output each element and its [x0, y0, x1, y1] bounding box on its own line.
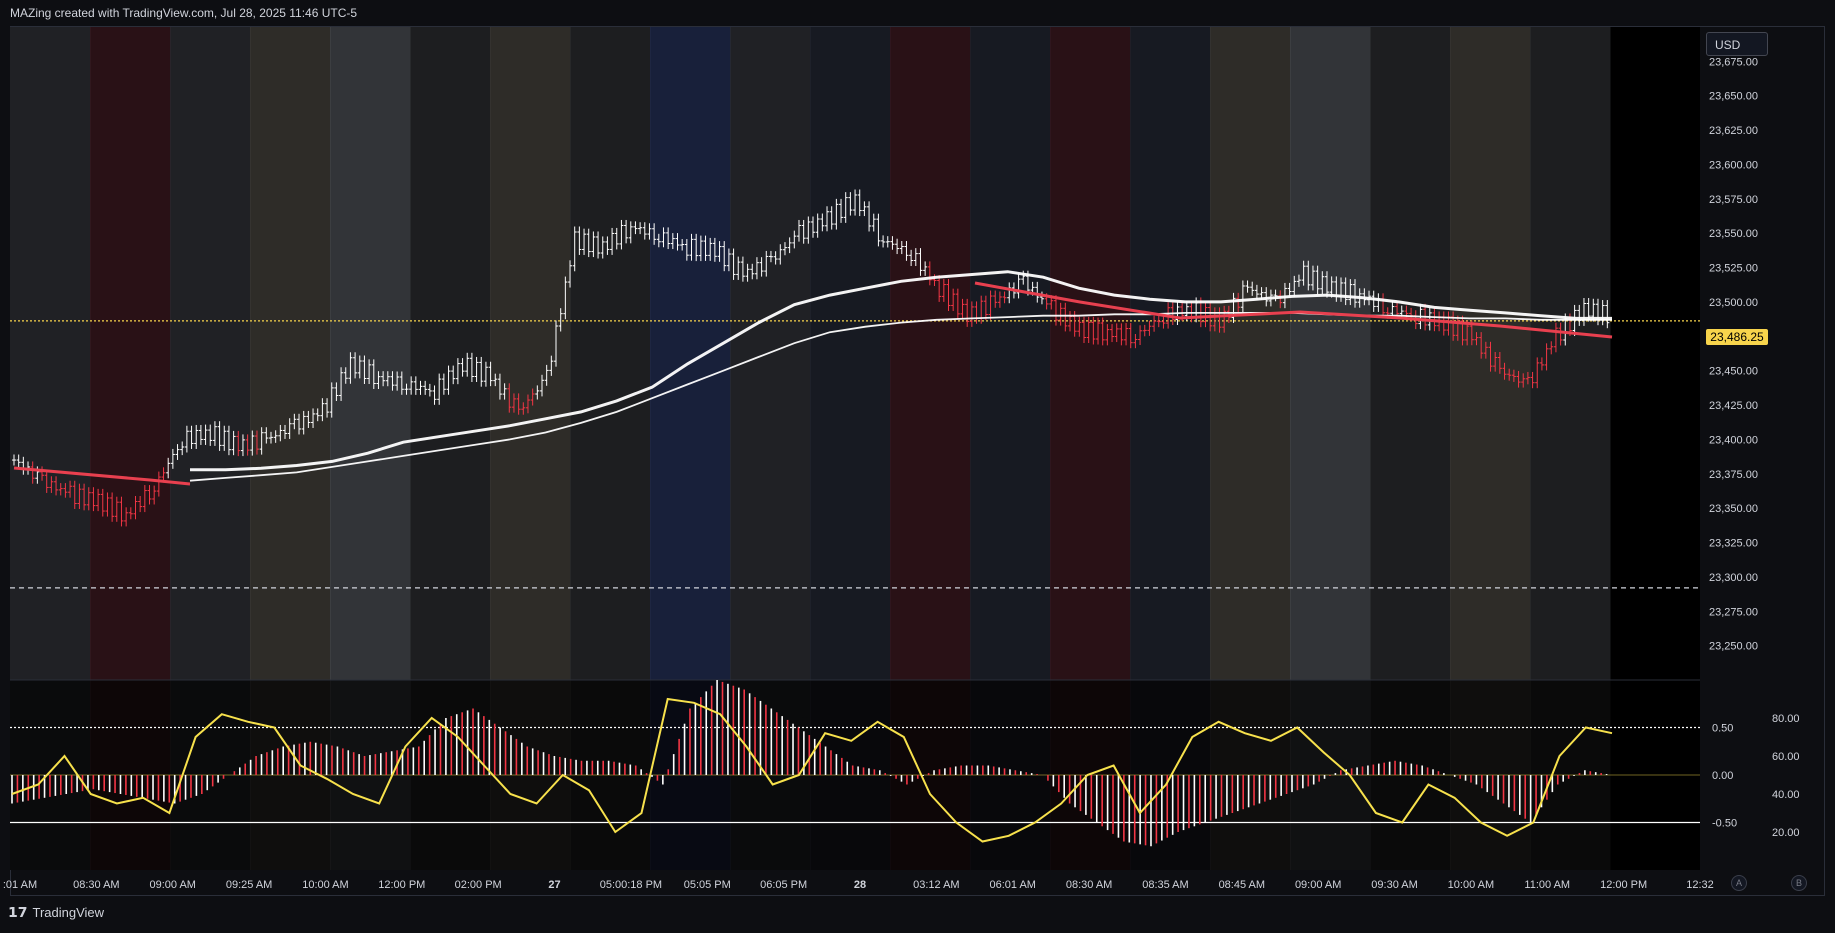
- footer: 𝟭𝟳 TradingView: [8, 904, 104, 921]
- time-tick-label: 08:30 AM: [1066, 879, 1112, 891]
- session-band: [90, 27, 171, 680]
- log-scale-button[interactable]: B: [1791, 875, 1807, 891]
- price-tick-label: 23,575.00: [1709, 194, 1758, 206]
- session-band: [10, 27, 91, 680]
- price-tick-label: 23,400.00: [1709, 434, 1758, 446]
- price-tick-label: 23,375.00: [1709, 469, 1758, 481]
- moving-average-red-right: [974, 281, 1613, 339]
- session-band: [730, 27, 811, 680]
- price-tick-label: 23,525.00: [1709, 263, 1758, 275]
- session-band: [1370, 27, 1451, 680]
- time-tick-label: 09:30 AM: [1371, 879, 1417, 891]
- moving-average-red-left: [13, 466, 191, 486]
- session-band: [410, 27, 491, 680]
- time-tick-label: 10:00 AM: [1448, 879, 1494, 891]
- session-band: [1290, 27, 1371, 680]
- session-band: [890, 27, 971, 680]
- oscillator-tick-label: 0.00: [1712, 770, 1733, 782]
- oscillator-right-tick-label: 60.00: [1772, 751, 1800, 763]
- price-tick-label: 23,325.00: [1709, 538, 1758, 550]
- time-tick-label: 06:05 PM: [760, 879, 807, 891]
- oscillator-tick-label: 0.50: [1712, 723, 1733, 735]
- session-band: [810, 27, 891, 680]
- session-band: [650, 27, 731, 680]
- session-band: [970, 27, 1051, 680]
- session-band: [570, 27, 651, 680]
- oscillator-line: [11, 697, 1613, 843]
- time-tick-label: 27: [548, 879, 560, 891]
- price-tick-label: 23,675.00: [1709, 56, 1758, 68]
- price-tick-label: 23,600.00: [1709, 159, 1758, 171]
- time-tick-label: 11:00 AM: [1524, 879, 1570, 891]
- session-band: [1210, 27, 1291, 680]
- price-tick-label: 23,550.00: [1709, 228, 1758, 240]
- price-tick-label: 23,275.00: [1709, 606, 1758, 618]
- price-tick-label: 23,350.00: [1709, 503, 1758, 515]
- footer-brand: TradingView: [32, 905, 105, 920]
- time-tick-label: :01 AM: [3, 879, 37, 891]
- session-band: [330, 27, 411, 680]
- oscillator-right-tick-label: 20.00: [1772, 827, 1800, 839]
- price-tick-label: 23,625.00: [1709, 125, 1758, 137]
- price-tick-label: 23,650.00: [1709, 91, 1758, 103]
- session-band: [1530, 27, 1611, 680]
- time-tick-label: 12:00 PM: [1600, 879, 1647, 891]
- time-tick-label: 10:00 AM: [302, 879, 348, 891]
- session-band: [1050, 27, 1131, 680]
- oscillator-tick-label: -0.50: [1712, 818, 1737, 830]
- time-tick-label: 28: [854, 879, 866, 891]
- oscillator-right-tick-label: 40.00: [1772, 789, 1800, 801]
- price-tick-label: 23,425.00: [1709, 400, 1758, 412]
- price-tick-label: 23,300.00: [1709, 572, 1758, 584]
- time-tick-label: 05:05 PM: [684, 879, 731, 891]
- time-tick-label: 08:30 AM: [73, 879, 119, 891]
- auto-scale-button[interactable]: A: [1731, 875, 1747, 891]
- chart-header: MAZing created with TradingView.com, Jul…: [10, 6, 358, 20]
- price-tick-label: 23,450.00: [1709, 366, 1758, 378]
- session-band: [490, 27, 571, 680]
- time-tick-label: 03:12 AM: [913, 879, 959, 891]
- time-tick-label: 12:32: [1686, 879, 1714, 891]
- time-tick-label: 09:25 AM: [226, 879, 272, 891]
- last-price-tag: 23,486.25: [1706, 329, 1768, 345]
- currency-button[interactable]: USD: [1706, 32, 1768, 56]
- time-tick-label: 09:00 AM: [1295, 879, 1341, 891]
- moving-average-line: [190, 270, 1612, 472]
- oscillator-right-tick-label: 80.00: [1772, 713, 1800, 725]
- time-tick-label: 12:00 PM: [378, 879, 425, 891]
- session-band: [250, 27, 331, 680]
- time-tick-label: 08:45 AM: [1219, 879, 1265, 891]
- session-band: [170, 27, 251, 680]
- session-band: [1130, 27, 1211, 680]
- price-tick-label: 23,250.00: [1709, 641, 1758, 653]
- tradingview-logo-icon: 𝟭𝟳: [8, 904, 28, 920]
- time-tick-label: 02:00 PM: [455, 879, 502, 891]
- time-tick-label: 09:00 AM: [149, 879, 195, 891]
- price-tick-label: 23,500.00: [1709, 297, 1758, 309]
- time-tick-label: 05:00:18 PM: [600, 879, 662, 891]
- time-tick-label: 08:35 AM: [1142, 879, 1188, 891]
- time-tick-label: 06:01 AM: [989, 879, 1035, 891]
